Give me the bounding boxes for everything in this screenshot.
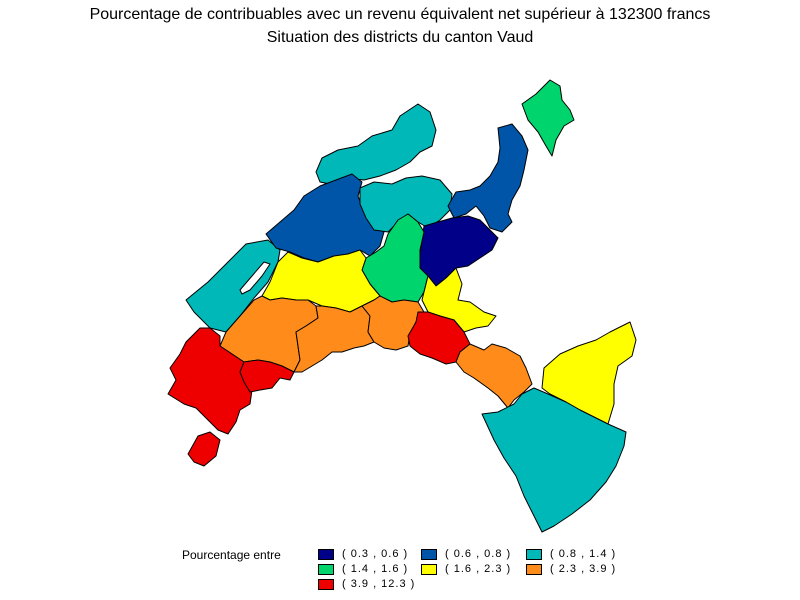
- district-rolle[interactable]: [239, 359, 295, 393]
- legend-swatch-7: [318, 579, 334, 590]
- legend-swatch-6: [526, 564, 542, 575]
- legend-swatch-2: [421, 549, 437, 560]
- legend-label-6: ( 2.3 , 3.9 ): [550, 563, 617, 575]
- district-vallee-de-joux[interactable]: [185, 239, 281, 333]
- district-nyon[interactable]: [167, 327, 253, 435]
- legend-label-5: ( 1.6 , 2.3 ): [445, 563, 512, 575]
- legend-swatch-5: [421, 564, 437, 575]
- lake-de-joux: [239, 261, 271, 295]
- district-avenches[interactable]: [521, 79, 575, 157]
- map-subtitle: Situation des districts du canton Vaud: [266, 29, 534, 46]
- legend-label-4: ( 1.4 , 1.6 ): [342, 563, 409, 575]
- district-payerne[interactable]: [447, 123, 529, 233]
- legend-label-2: ( 0.6 , 0.8 ): [445, 548, 512, 560]
- legend-label-7: ( 3.9 , 12.3 ): [342, 578, 416, 590]
- district-aigle[interactable]: [481, 387, 627, 533]
- legend-label-3: ( 0.8 , 1.4 ): [550, 548, 617, 560]
- legend-swatch-1: [318, 549, 334, 560]
- district-vevey[interactable]: [455, 343, 533, 409]
- legend-label-1: ( 0.3 , 0.6 ): [342, 548, 409, 560]
- map-title: Pourcentage de contribuables avec un rev…: [89, 6, 711, 23]
- district-nyon-enclave[interactable]: [187, 431, 221, 467]
- legend-swatch-3: [526, 549, 542, 560]
- legend-title: Pourcentage entre: [182, 548, 281, 562]
- legend-swatch-4: [318, 564, 334, 575]
- district-jura-nord[interactable]: [315, 103, 437, 185]
- district-morges[interactable]: [293, 305, 375, 373]
